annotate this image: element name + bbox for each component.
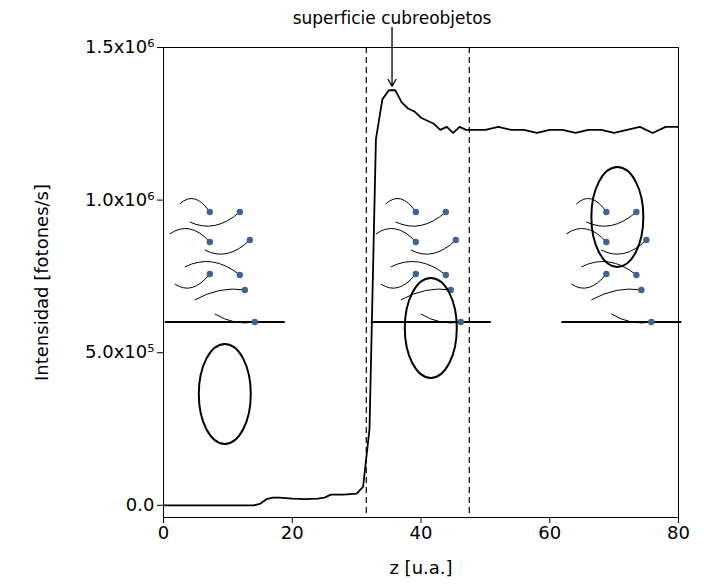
svg-text:Intensidad [fotones/s]: Intensidad [fotones/s] [31, 184, 52, 381]
svg-text:superficie cubreobjetos: superficie cubreobjetos [293, 8, 492, 28]
svg-text:z [u.a.]: z [u.a.] [389, 557, 452, 578]
svg-text:20: 20 [281, 522, 304, 543]
svg-text:1.0x10⁶: 1.0x10⁶ [85, 189, 154, 210]
svg-text:40: 40 [410, 522, 433, 543]
svg-text:80: 80 [667, 522, 690, 543]
svg-text:60: 60 [538, 522, 561, 543]
svg-text:0.0: 0.0 [126, 494, 155, 515]
svg-text:5.0x10⁵: 5.0x10⁵ [85, 341, 154, 362]
svg-text:1.5x10⁶: 1.5x10⁶ [85, 36, 154, 57]
svg-text:0: 0 [158, 522, 169, 543]
